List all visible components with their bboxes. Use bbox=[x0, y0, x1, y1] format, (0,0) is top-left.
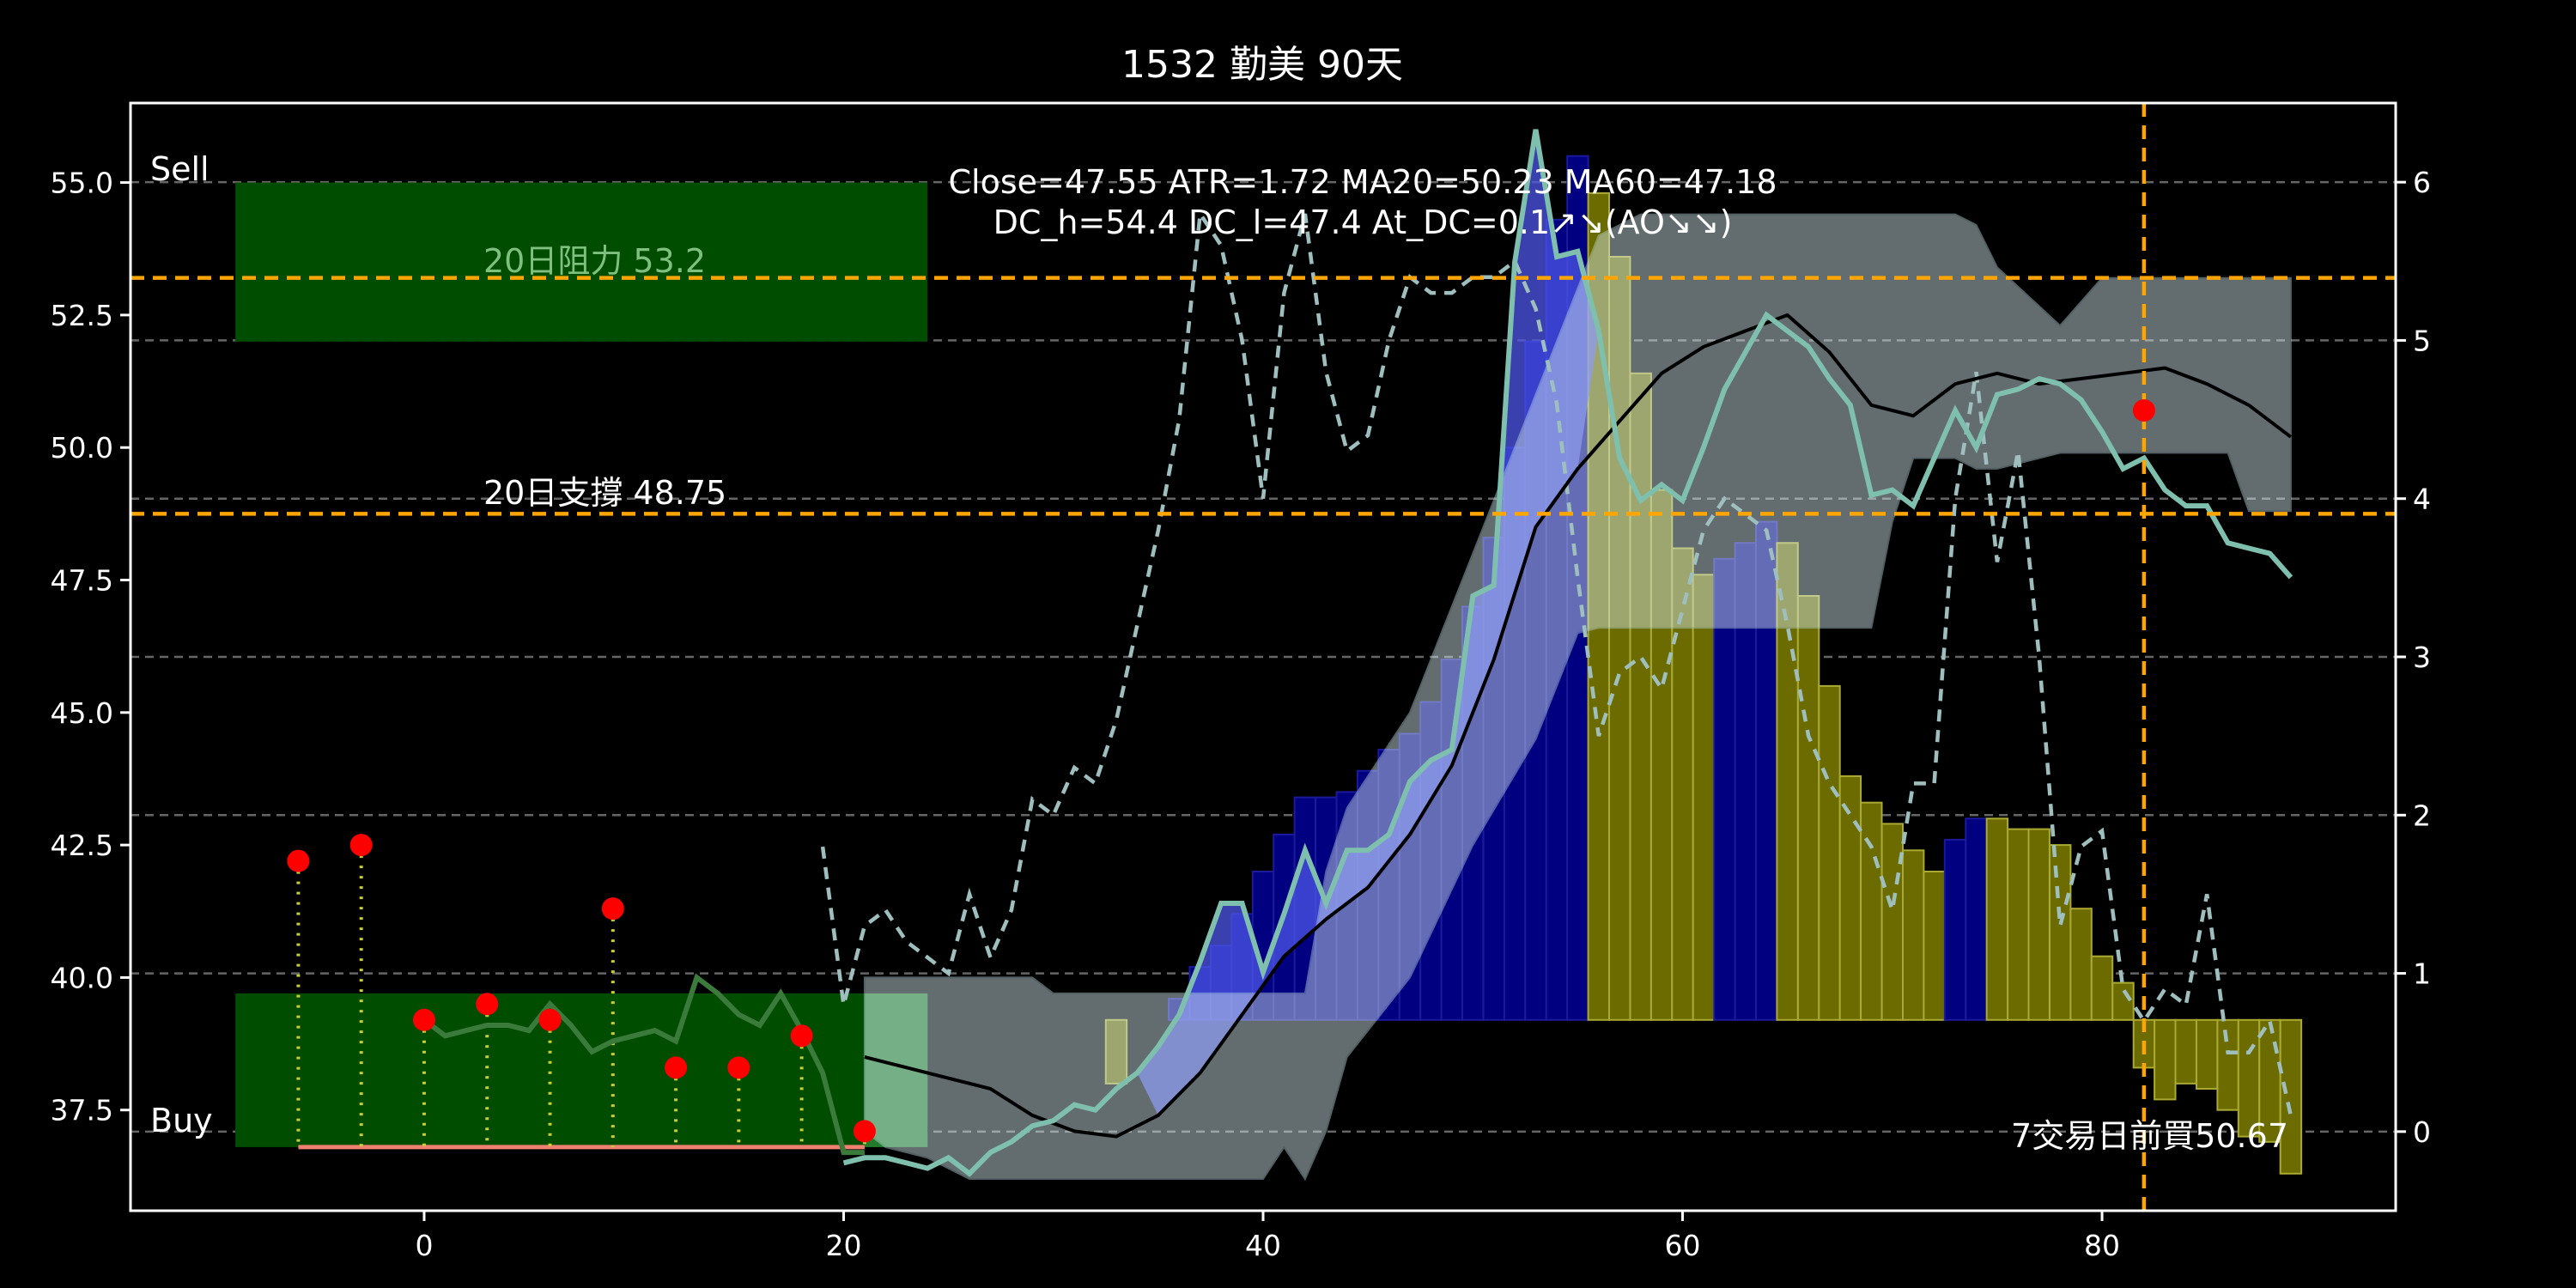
y-tick-label: 37.5 bbox=[51, 1094, 113, 1127]
signal-marker bbox=[538, 1008, 562, 1031]
signal-marker bbox=[412, 1008, 435, 1031]
y-tick-label: 50.0 bbox=[51, 431, 113, 465]
ao-bar bbox=[2090, 955, 2114, 1021]
ao-bar bbox=[2027, 828, 2050, 1021]
ao-bar bbox=[2007, 828, 2030, 1021]
x-tick-label: 20 bbox=[825, 1229, 861, 1262]
ao-bar bbox=[1965, 817, 1988, 1021]
info-line-2: DC_h=54.4 DC_l=47.4 At_DC=0.1↗↘(AO↘↘) bbox=[993, 204, 1733, 241]
ao-bar bbox=[1923, 871, 1946, 1021]
y-tick-label: 47.5 bbox=[51, 564, 113, 598]
y2-tick-label: 3 bbox=[2413, 641, 2431, 674]
ao-bar bbox=[1713, 557, 1736, 1021]
support-label: 20日支撐 48.75 bbox=[483, 474, 726, 512]
ao-bar bbox=[1377, 749, 1400, 1021]
y2-tick-label: 1 bbox=[2413, 957, 2431, 991]
y2-tick-label: 5 bbox=[2413, 324, 2431, 357]
info-line-1: Close=47.55 ATR=1.72 MA20=50.23 MA60=47.… bbox=[948, 163, 1777, 201]
y2-tick-label: 2 bbox=[2413, 799, 2431, 832]
ma-fill-area bbox=[1137, 129, 1599, 1115]
y-tick-label: 40.0 bbox=[51, 961, 113, 994]
ao-bar bbox=[2154, 1018, 2177, 1101]
resistance-label: 20日阻力 53.2 bbox=[483, 242, 706, 280]
current-signal-marker bbox=[2132, 398, 2155, 422]
x-tick-label: 0 bbox=[415, 1229, 433, 1262]
ao-bar bbox=[2196, 1018, 2219, 1091]
ao-bar bbox=[1104, 1018, 1128, 1084]
close-price-line bbox=[842, 129, 2293, 1177]
sell-label: Sell bbox=[150, 150, 210, 188]
ao-bar bbox=[1902, 849, 1925, 1021]
buy-label: Buy bbox=[150, 1102, 213, 1139]
ao-bar bbox=[2279, 1018, 2303, 1175]
ao-bar bbox=[2069, 908, 2093, 1021]
y2-tick-label: 4 bbox=[2413, 483, 2431, 516]
ao-bar bbox=[1943, 838, 1967, 1021]
ao-bar bbox=[1796, 595, 1820, 1021]
signal-marker bbox=[727, 1056, 750, 1079]
x-tick-label: 80 bbox=[2084, 1229, 2120, 1262]
history-close-line bbox=[422, 973, 865, 1156]
y-tick-label: 45.0 bbox=[51, 696, 113, 730]
signal-marker bbox=[601, 897, 624, 920]
y2-tick-label: 0 bbox=[2413, 1115, 2431, 1149]
buy-zone bbox=[235, 993, 928, 1147]
ao-bar bbox=[1734, 542, 1757, 1021]
ao-bar bbox=[1692, 574, 1716, 1021]
sell-zone bbox=[235, 182, 928, 342]
signal-marker bbox=[287, 849, 310, 872]
chart-title: 1532 勤美 90天 bbox=[1121, 43, 1403, 87]
ao-bar bbox=[2111, 981, 2135, 1021]
ao-bar bbox=[1608, 256, 1631, 1021]
ao-bar bbox=[1818, 684, 1841, 1021]
ao-bar bbox=[2174, 1018, 2197, 1084]
signal-marker bbox=[665, 1056, 688, 1079]
signal-marker bbox=[476, 993, 499, 1016]
buy-note-label: 7交易日前買50.67 bbox=[2011, 1117, 2288, 1155]
ao-bar bbox=[1649, 489, 1674, 1021]
signal-marker bbox=[349, 834, 373, 857]
ao-bar bbox=[2237, 1018, 2261, 1138]
ao-bar bbox=[1776, 542, 1799, 1021]
signal-marker bbox=[790, 1024, 813, 1048]
x-tick-label: 40 bbox=[1245, 1229, 1281, 1262]
y-tick-label: 52.5 bbox=[51, 299, 113, 332]
x-tick-label: 60 bbox=[1665, 1229, 1701, 1262]
y-tick-label: 55.0 bbox=[51, 167, 113, 200]
y2-tick-label: 6 bbox=[2413, 166, 2431, 199]
annotation-layer: Close=47.55 ATR=1.72 MA20=50.23 MA60=47.… bbox=[150, 150, 2288, 1155]
plot-area: 37.540.042.545.047.550.052.555.001234560… bbox=[51, 101, 2431, 1262]
ao-bar bbox=[1860, 801, 1883, 1021]
ao-bar bbox=[2049, 844, 2072, 1021]
ao-bar bbox=[1985, 817, 2009, 1021]
ao-bar bbox=[2216, 1018, 2239, 1111]
y-tick-label: 42.5 bbox=[51, 829, 113, 862]
signal-marker bbox=[853, 1120, 876, 1143]
ao-dashed-line bbox=[820, 208, 2293, 1116]
ao-bar bbox=[1880, 823, 1905, 1021]
